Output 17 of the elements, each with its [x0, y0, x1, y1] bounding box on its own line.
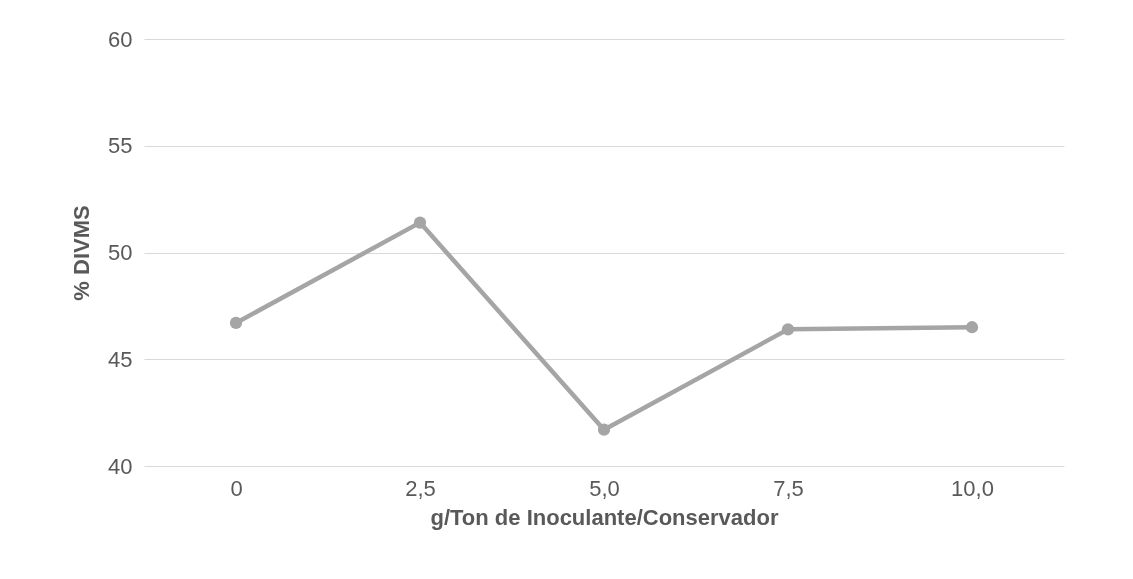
point	[229, 316, 243, 330]
y-tick-label: 55	[108, 133, 133, 159]
x-tick-label: 2,5	[405, 475, 436, 501]
x-tick-label: 7,5	[773, 475, 804, 501]
y-tick-label: 40	[108, 453, 133, 479]
x-tick-label: 0	[230, 475, 243, 501]
point	[965, 321, 979, 334]
x-tick-label: 5,0	[589, 475, 620, 501]
point	[413, 216, 427, 229]
y-tick-label: 60	[108, 26, 133, 52]
y-tick-label: 45	[108, 346, 133, 372]
x-axis-title: g/Ton de Inoculante/Conservador	[430, 504, 779, 530]
point	[781, 323, 795, 336]
y-tick-label: 50	[108, 240, 133, 265]
x-tick-label: 10,0	[951, 475, 994, 501]
y-axis-title: % DIVMS	[69, 205, 95, 301]
point	[597, 423, 611, 436]
